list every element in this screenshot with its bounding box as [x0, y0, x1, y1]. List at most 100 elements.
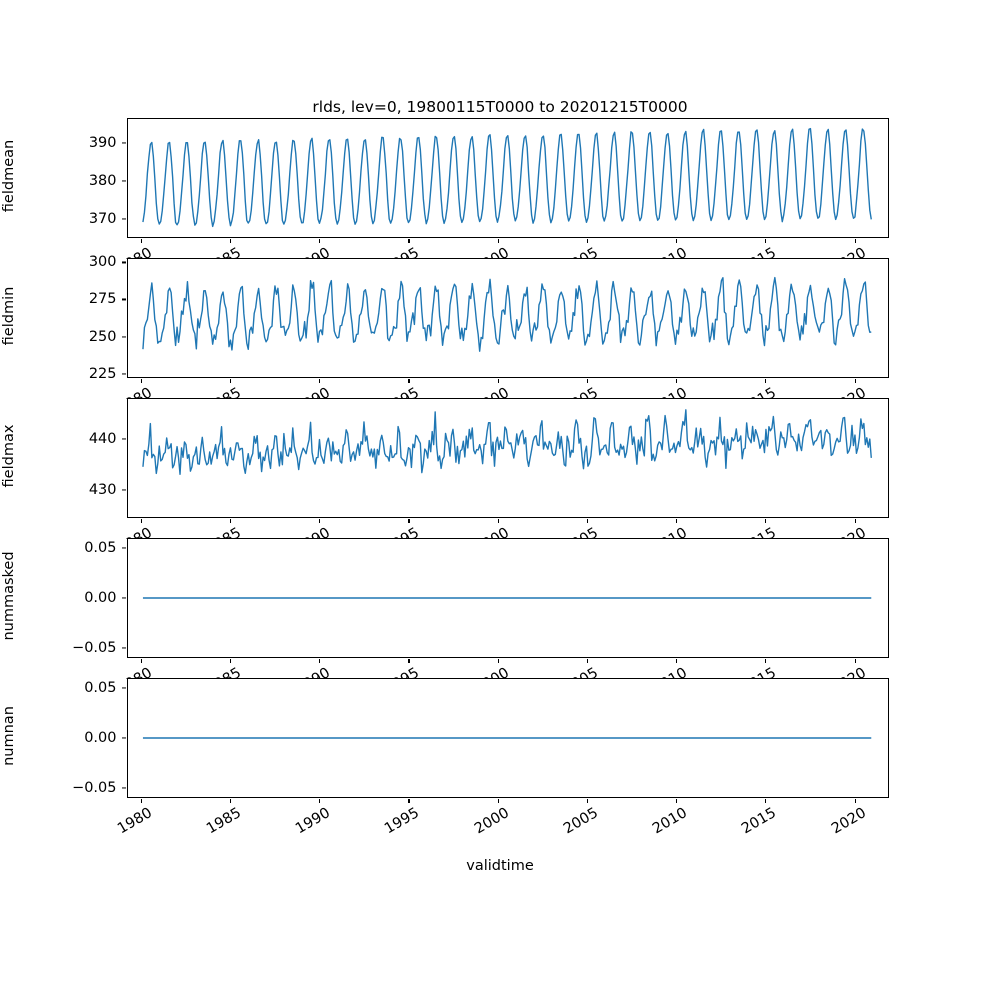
- y-tick-mark-fieldmin-3: [122, 261, 127, 263]
- y-tick-label-fieldmin-0: 225: [88, 365, 117, 382]
- y-tick-label-nummasked-2: 0.05: [84, 540, 117, 556]
- x-tick-mark-numnan-8: [854, 799, 856, 804]
- y-tick-label-fieldmean-1: 380: [88, 172, 117, 189]
- y-tick-mark-numnan-1: [122, 737, 127, 739]
- x-tick-mark-fieldmax-8: [854, 519, 856, 524]
- x-tick-label-fieldmean-4: 2000: [434, 245, 512, 259]
- x-tick-label-nummasked-1: 1985: [167, 665, 244, 679]
- y-tick-label-fieldmin-3: 300: [88, 254, 117, 271]
- y-tick-label-fieldmean-2: 390: [88, 134, 117, 151]
- data-line-nummasked: [128, 539, 888, 657]
- y-tick-mark-fieldmean-1: [122, 180, 127, 182]
- x-tick-mark-nummasked-2: [319, 659, 321, 664]
- y-tick-label-fieldmax-1: 440: [88, 430, 117, 447]
- x-tick-mark-fieldmean-0: [140, 239, 142, 244]
- x-tick-label-row-fieldmax: 1980 1985 1990 1995 2000 2005 2010 2015 2020: [0, 519, 1000, 539]
- x-tick-label-fieldmin-5: 2005: [524, 385, 601, 399]
- x-tick-mark-nummasked-0: [140, 659, 142, 664]
- x-tick-mark-numnan-0: [140, 799, 142, 804]
- y-axis-label-fieldmean: fieldmean: [0, 139, 17, 213]
- x-tick-mark-fieldmax-3: [408, 519, 410, 524]
- y-tick-label-fieldmin-1: 250: [88, 328, 117, 345]
- x-tick-mark-numnan-1: [230, 799, 232, 804]
- x-tick-mark-fieldmean-7: [765, 239, 767, 244]
- x-tick-label-numnan-7: 2015: [739, 805, 780, 838]
- x-tick-mark-nummasked-8: [854, 659, 856, 664]
- y-axis-label-nummasked: nummasked: [0, 551, 17, 641]
- x-tick-mark-fieldmax-7: [765, 519, 767, 524]
- y-tick-label-numnan-1: 0.00: [84, 730, 117, 746]
- data-line-fieldmean: [128, 119, 888, 237]
- y-tick-mark-numnan-0: [122, 787, 127, 789]
- y-tick-mark-fieldmean-0: [122, 218, 127, 220]
- x-tick-label-fieldmax-8: 2020: [791, 525, 869, 539]
- x-tick-label-numnan-3: 1995: [382, 805, 423, 838]
- x-tick-mark-nummasked-5: [586, 659, 588, 664]
- x-tick-label-row-fieldmin: 1980 1985 1990 1995 2000 2005 2010 2015 2020: [0, 379, 1000, 399]
- x-tick-mark-nummasked-3: [408, 659, 410, 664]
- x-tick-mark-fieldmean-4: [497, 239, 499, 244]
- y-tick-mark-fieldmin-2: [122, 298, 127, 301]
- x-tick-mark-numnan-4: [497, 799, 499, 804]
- y-tick-label-nummasked-1: 0.00: [84, 590, 117, 606]
- y-tick-label-numnan-2: 0.05: [84, 680, 117, 696]
- y-tick-mark-fieldmean-2: [122, 142, 127, 144]
- x-axis-label: validtime: [466, 858, 534, 874]
- x-tick-mark-numnan-3: [408, 799, 410, 804]
- x-tick-label-fieldmin-4: 2000: [434, 385, 512, 399]
- y-tick-label-fieldmean-0: 370: [88, 210, 117, 227]
- x-tick-label-fieldmin-6: 2010: [613, 385, 690, 399]
- x-tick-label-numnan-5: 2005: [560, 805, 601, 838]
- x-tick-label-fieldmax-7: 2015: [702, 525, 779, 539]
- plot-panel-fieldmin: [126, 258, 889, 378]
- x-tick-label-fieldmax-5: 2005: [524, 525, 601, 539]
- x-tick-label-fieldmean-1: 1985: [167, 245, 244, 259]
- x-tick-label-fieldmin-2: 1990: [256, 385, 333, 399]
- x-tick-label-numnan-4: 2000: [471, 805, 512, 838]
- y-tick-mark-fieldmin-1: [122, 335, 127, 338]
- x-tick-mark-fieldmax-0: [140, 519, 142, 524]
- x-tick-mark-fieldmax-1: [230, 519, 232, 524]
- x-tick-label-nummasked-7: 2015: [702, 665, 779, 679]
- x-tick-mark-numnan-2: [319, 799, 321, 804]
- y-axis-label-fieldmax: fieldmax: [0, 424, 17, 488]
- x-tick-mark-fieldmax-5: [586, 519, 588, 524]
- figure-title: rlds, lev=0, 19800115T0000 to 20201215T0…: [312, 98, 688, 116]
- y-tick-mark-nummasked-1: [122, 597, 127, 599]
- x-tick-label-numnan-2: 1990: [293, 805, 334, 838]
- plot-panel-nummasked: [126, 538, 889, 658]
- x-tick-mark-fieldmin-3: [408, 379, 410, 384]
- x-tick-mark-fieldmean-8: [854, 239, 856, 244]
- y-tick-label-nummasked-0: −0.05: [72, 640, 117, 656]
- x-tick-mark-nummasked-4: [497, 659, 499, 664]
- y-tick-mark-nummasked-2: [122, 547, 127, 549]
- x-tick-label-fieldmean-8: 2020: [791, 245, 869, 259]
- x-tick-label-fieldmin-7: 2015: [702, 385, 779, 399]
- x-tick-label-fieldmean-2: 1990: [256, 245, 333, 259]
- x-tick-mark-nummasked-7: [765, 659, 767, 664]
- x-tick-label-fieldmean-7: 2015: [702, 245, 779, 259]
- x-tick-mark-fieldmin-5: [586, 379, 588, 384]
- x-tick-mark-fieldmin-8: [854, 379, 856, 384]
- y-tick-mark-nummasked-0: [122, 647, 127, 649]
- x-tick-label-fieldmax-4: 2000: [434, 525, 512, 539]
- x-tick-mark-fieldmean-6: [676, 239, 678, 244]
- x-tick-label-numnan-1: 1985: [204, 805, 244, 838]
- y-tick-label-fieldmax-0: 430: [88, 481, 117, 498]
- x-tick-label-nummasked-5: 2005: [524, 665, 601, 679]
- x-tick-mark-fieldmean-3: [408, 239, 410, 244]
- x-tick-mark-fieldmin-7: [765, 379, 767, 384]
- x-tick-label-fieldmean-3: 1995: [345, 245, 422, 259]
- x-tick-mark-fieldmax-6: [676, 519, 678, 524]
- plot-panel-numnan: [126, 678, 889, 798]
- x-tick-mark-fieldmean-1: [230, 239, 232, 244]
- data-line-fieldmin: [128, 259, 888, 377]
- x-tick-label-nummasked-8: 2020: [791, 665, 869, 679]
- x-tick-label-nummasked-6: 2010: [613, 665, 690, 679]
- x-tick-label-row-nummasked: 1980 1985 1990 1995 2000 2005 2010 2015 2020: [0, 659, 1000, 679]
- data-line-fieldmax: [128, 399, 888, 517]
- x-tick-mark-fieldmin-4: [497, 379, 499, 384]
- x-tick-label-nummasked-4: 2000: [434, 665, 512, 679]
